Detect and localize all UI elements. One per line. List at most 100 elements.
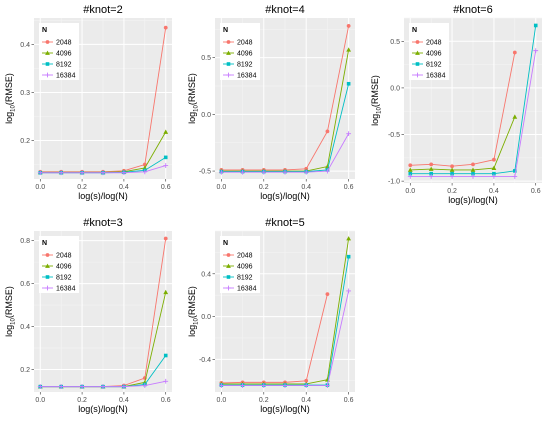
chart-svg: 0.0 0.2 0.4 0.6 0.2 0.4 0.6 0.8 N 2048 4096 8192 163… [4, 217, 172, 414]
data-point [58, 384, 64, 390]
data-point [100, 170, 106, 176]
legend-label: 16384 [56, 286, 76, 293]
chart-title: #knot=4 [265, 4, 304, 16]
data-point [303, 383, 309, 388]
x-axis-label: log(s)/log(N) [78, 404, 128, 414]
y-tick-label: 0.4 [20, 42, 30, 49]
legend-label: 16384 [426, 73, 446, 80]
data-point [470, 167, 476, 172]
series-line [410, 116, 516, 171]
data-point [408, 163, 413, 168]
legend-label: 4096 [237, 264, 253, 271]
chart-panel-knot-3: 0.0 0.2 0.4 0.6 0.2 0.4 0.6 0.8 N 2048 4096 8192 163… [0, 212, 180, 425]
data-point [261, 383, 267, 388]
x-tick-label: 0.6 [161, 184, 171, 191]
series-4096 [407, 114, 518, 172]
y-tick-label: -0.5 [388, 132, 400, 139]
legend-key-marker [226, 40, 231, 44]
legend-label: 2048 [237, 253, 253, 260]
series-16384 [37, 163, 169, 176]
x-tick-label: 0.2 [447, 188, 457, 195]
data-point [513, 169, 517, 173]
data-point [471, 171, 475, 176]
data-point [533, 48, 539, 54]
legend-key-marker [45, 50, 50, 55]
legend-key-marker [45, 263, 50, 268]
legend-key-marker [415, 72, 420, 78]
x-axis-label: log(s)/log(N) [78, 191, 128, 201]
data-point [325, 129, 330, 134]
legend-key-marker [45, 285, 50, 291]
y-axis-label: log10(RMSE) [370, 75, 383, 126]
legend-title: N [42, 27, 47, 34]
data-point [100, 384, 106, 390]
y-tick-label: 0.4 [20, 324, 30, 331]
y-tick-label: 0.3 [20, 90, 30, 97]
legend: N 2048 4096 8192 16384 [39, 236, 79, 293]
data-point [37, 384, 43, 390]
legend-label: 2048 [426, 40, 442, 47]
data-point [470, 174, 476, 179]
legend: N 2048 4096 8192 16384 [409, 23, 449, 80]
x-tick-label: 0.4 [301, 397, 311, 404]
data-point [407, 174, 413, 179]
chart-title: #knot=5 [265, 217, 304, 229]
y-tick-label: 0.2 [20, 367, 30, 374]
data-point [163, 129, 169, 134]
legend-title: N [412, 27, 417, 34]
series-16384 [218, 288, 352, 388]
data-point [346, 254, 351, 259]
legend-key-marker [226, 263, 231, 268]
chart-svg: 0.0 0.2 0.4 0.6 0.2 0.3 0.4 N 2048 4096 8192 16384 #… [4, 4, 172, 201]
data-point [163, 236, 168, 241]
y-tick-label: -1.0 [388, 179, 400, 186]
y-tick-label: 0.5 [390, 39, 400, 46]
legend-label: 2048 [237, 40, 253, 47]
data-point [163, 353, 168, 358]
legend: N 2048 4096 8192 16384 [220, 23, 260, 80]
x-axis-label: log(s)/log(N) [448, 195, 498, 205]
legend-label: 4096 [237, 51, 253, 58]
x-tick-label: 0.0 [216, 397, 226, 404]
data-point [261, 169, 267, 175]
x-tick-label: 0.0 [405, 188, 415, 195]
data-point [429, 171, 433, 176]
x-tick-label: 0.4 [119, 397, 129, 404]
data-point [142, 383, 148, 388]
y-tick-label: 0.2 [20, 138, 30, 145]
legend-label: 4096 [56, 264, 72, 271]
chart-title: #knot=2 [83, 4, 122, 16]
legend-label: 2048 [56, 253, 72, 260]
x-tick-label: 0.4 [489, 188, 499, 195]
chart-svg: 0.0 0.2 0.4 0.6 -1.0 -0.5 0.0 0.5 N 2048 4096 8192 1… [370, 4, 542, 205]
legend-label: 16384 [237, 286, 257, 293]
legend: N 2048 4096 8192 16384 [220, 236, 260, 293]
data-point [163, 289, 169, 295]
legend-label: 8192 [56, 62, 72, 69]
y-tick-label: -0.4 [199, 357, 211, 364]
series-line [410, 52, 516, 167]
data-point [304, 378, 309, 383]
data-point [240, 383, 245, 388]
data-point [37, 170, 43, 176]
x-tick-label: 0.2 [259, 184, 269, 191]
data-point [492, 157, 496, 162]
legend: N 2048 4096 8192 16384 [39, 23, 79, 80]
legend-key-marker [415, 62, 420, 66]
chart-svg: 0.0 0.2 0.4 0.6 -0.5 0.0 0.5 N 2048 4096 8192 16384… [187, 4, 355, 201]
data-point [346, 81, 351, 86]
data-point [428, 166, 434, 171]
legend-key-marker [226, 50, 231, 55]
data-point [58, 170, 64, 176]
data-point [346, 24, 351, 28]
x-tick-label: 0.4 [119, 184, 129, 191]
y-tick-label: 0.0 [201, 314, 211, 321]
legend-title: N [223, 27, 228, 34]
legend-label: 8192 [426, 62, 442, 69]
data-point [303, 169, 309, 175]
legend-key-marker [226, 253, 231, 257]
data-point [282, 169, 288, 175]
chart-title: #knot=3 [83, 217, 122, 229]
legend-key-marker [226, 275, 231, 279]
data-point [121, 170, 127, 176]
